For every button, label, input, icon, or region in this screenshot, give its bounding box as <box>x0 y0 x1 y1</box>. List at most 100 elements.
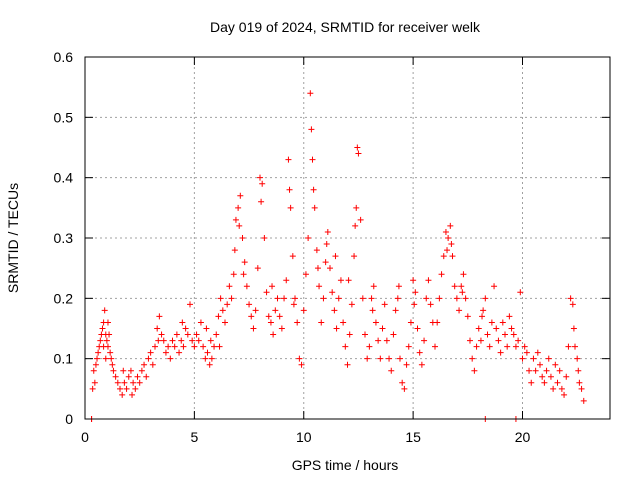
data-point <box>445 235 452 241</box>
y-tick-label: 0.5 <box>54 109 74 125</box>
data-point <box>141 361 148 368</box>
data-point <box>372 319 379 326</box>
y-tick-label: 0.6 <box>54 49 74 65</box>
data-point <box>352 222 359 229</box>
data-point <box>436 295 443 302</box>
data-point <box>232 216 239 223</box>
data-point <box>167 355 174 362</box>
data-point <box>246 301 253 308</box>
data-point <box>278 325 285 332</box>
data-point <box>354 144 361 151</box>
data-point <box>165 343 172 350</box>
data-point <box>169 337 176 344</box>
data-point <box>94 355 101 362</box>
y-tick-label: 0.1 <box>54 351 74 367</box>
data-point <box>114 379 121 386</box>
data-point <box>340 319 347 326</box>
data-point <box>456 307 463 314</box>
data-point <box>392 307 399 314</box>
data-point <box>310 186 317 193</box>
data-point <box>308 126 315 133</box>
data-point <box>537 361 543 368</box>
data-point <box>460 271 467 278</box>
data-point <box>195 337 202 344</box>
data-point <box>211 343 218 350</box>
data-point <box>309 156 316 163</box>
data-point <box>578 385 585 392</box>
data-point <box>337 277 344 284</box>
data-point <box>320 295 327 302</box>
data-point <box>519 355 526 362</box>
data-point <box>539 373 546 380</box>
data-point <box>469 355 476 362</box>
data-point <box>136 379 143 386</box>
data-point <box>252 307 259 314</box>
data-point <box>119 391 126 398</box>
data-point <box>217 295 224 302</box>
data-point <box>269 283 276 290</box>
data-point <box>414 325 421 332</box>
data-point <box>287 204 294 211</box>
data-point <box>123 385 130 392</box>
data-point <box>305 235 312 241</box>
data-point <box>323 241 330 248</box>
data-point <box>510 331 517 338</box>
data-point <box>448 241 455 248</box>
x-tick-label: 5 <box>190 429 198 445</box>
data-point <box>158 331 165 338</box>
data-point <box>459 289 466 296</box>
data-point <box>316 283 323 290</box>
data-point <box>160 337 167 344</box>
data-point <box>237 192 244 199</box>
data-point <box>156 313 163 320</box>
data-point <box>517 289 524 296</box>
data-point <box>390 331 397 338</box>
data-point <box>545 355 552 362</box>
y-tick-label: 0 <box>65 411 73 427</box>
data-point <box>335 295 342 302</box>
data-point <box>134 373 141 380</box>
chart-title: Day 019 of 2024, SRMTID for receiver wel… <box>210 19 481 35</box>
data-point <box>272 307 279 314</box>
data-point <box>180 343 187 350</box>
data-point <box>348 301 355 308</box>
data-point <box>552 361 559 368</box>
data-point <box>488 319 495 326</box>
data-point <box>162 349 169 356</box>
data-point <box>302 271 309 278</box>
data-point <box>449 253 456 260</box>
data-point <box>534 349 541 356</box>
data-point <box>395 283 402 290</box>
data-point <box>467 337 473 344</box>
data-point <box>397 355 403 362</box>
data-point <box>314 265 321 272</box>
data-point <box>206 361 213 368</box>
data-point <box>512 343 519 350</box>
data-point <box>129 391 136 398</box>
data-point <box>375 337 382 344</box>
data-point <box>224 301 231 308</box>
data-point <box>366 343 373 350</box>
data-point <box>394 295 401 302</box>
x-tick-label: 0 <box>81 429 89 445</box>
data-point <box>464 313 471 320</box>
data-point <box>298 361 305 368</box>
data-point <box>92 361 99 368</box>
data-point <box>416 349 423 356</box>
data-point <box>399 379 406 386</box>
data-point <box>482 295 489 302</box>
data-point <box>219 307 226 314</box>
data-point <box>307 90 314 97</box>
data-point <box>101 307 108 314</box>
data-point <box>438 271 445 278</box>
data-point <box>202 355 209 362</box>
y-tick-label: 0.4 <box>54 170 74 186</box>
data-point <box>432 343 438 350</box>
data-point <box>257 174 263 181</box>
points-layer <box>88 90 587 422</box>
data-point <box>458 283 465 290</box>
data-point <box>515 337 522 344</box>
data-point <box>425 277 432 284</box>
data-point <box>475 325 482 332</box>
data-point <box>497 349 504 356</box>
